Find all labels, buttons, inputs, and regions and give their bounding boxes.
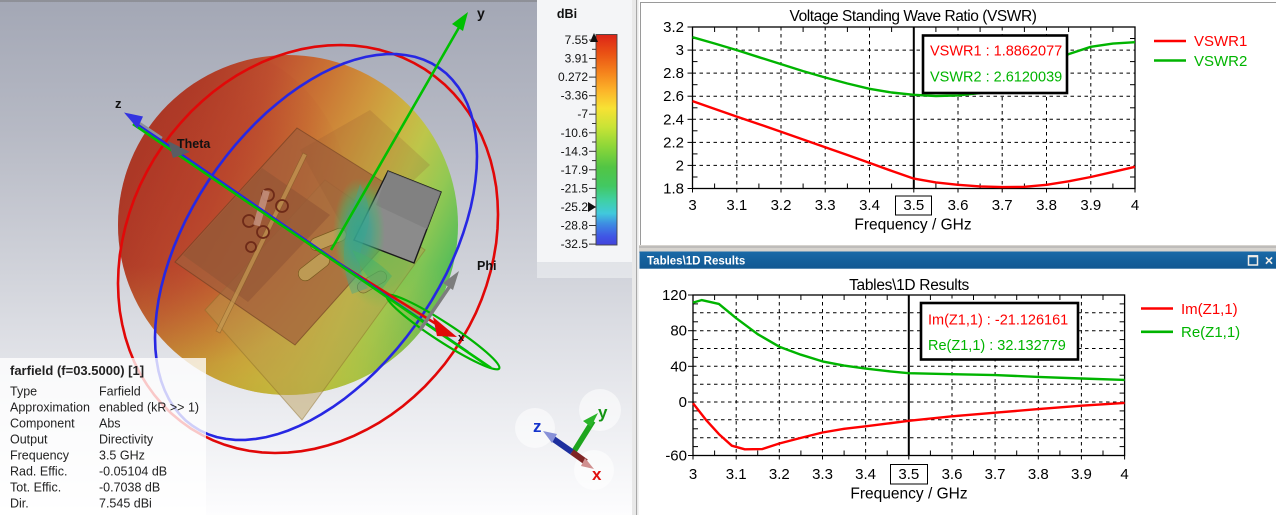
svg-text:3: 3 (689, 466, 697, 483)
svg-text:Tot. Effic.: Tot. Effic. (10, 481, 61, 495)
svg-text:Dir.: Dir. (10, 497, 29, 511)
svg-text:-17.9: -17.9 (561, 163, 589, 177)
svg-text:0: 0 (679, 394, 687, 411)
svg-text:2.8: 2.8 (663, 65, 684, 82)
svg-text:3.7: 3.7 (985, 466, 1006, 483)
svg-text:Rad. Effic.: Rad. Effic. (10, 465, 67, 479)
svg-text:80: 80 (670, 323, 687, 340)
svg-text:-10.6: -10.6 (561, 126, 589, 140)
svg-text:2.6: 2.6 (663, 88, 684, 105)
svg-text:x: x (592, 465, 602, 484)
svg-text:3.8: 3.8 (1028, 466, 1049, 483)
svg-text:3.5: 3.5 (903, 197, 924, 214)
svg-text:1.8: 1.8 (663, 181, 684, 198)
svg-text:Output: Output (10, 433, 48, 447)
svg-text:120: 120 (662, 287, 687, 304)
svg-text:0.272: 0.272 (558, 70, 588, 84)
svg-text:VSWR1: VSWR1 (1194, 33, 1247, 50)
svg-text:VSWR1 : 1.8862077: VSWR1 : 1.8862077 (930, 44, 1062, 60)
svg-text:40: 40 (670, 358, 687, 375)
svg-text:Frequency: Frequency (10, 449, 70, 463)
svg-text:z: z (533, 417, 542, 436)
svg-text:3.6: 3.6 (942, 466, 963, 483)
svg-text:2.4: 2.4 (663, 111, 684, 128)
svg-text:3.1: 3.1 (726, 466, 747, 483)
svg-text:3: 3 (676, 42, 684, 59)
svg-text:enabled (kR >> 1): enabled (kR >> 1) (99, 401, 199, 415)
svg-text:3.5 GHz: 3.5 GHz (99, 449, 145, 463)
svg-text:7.55: 7.55 (565, 33, 589, 47)
svg-text:Abs: Abs (99, 417, 121, 431)
svg-text:Frequency / GHz: Frequency / GHz (850, 486, 967, 503)
svg-text:3.8: 3.8 (1036, 197, 1057, 214)
svg-text:Phi: Phi (477, 259, 496, 273)
svg-text:Re(Z1,1) : 32.132779: Re(Z1,1) : 32.132779 (928, 338, 1066, 354)
svg-text:Approximation: Approximation (10, 401, 90, 415)
svg-text:dBi: dBi (557, 7, 577, 21)
svg-text:-32.5: -32.5 (561, 237, 589, 251)
svg-text:3.3: 3.3 (812, 466, 833, 483)
svg-text:-14.3: -14.3 (561, 144, 589, 158)
svg-text:3.2: 3.2 (663, 19, 684, 36)
svg-text:Type: Type (10, 385, 37, 399)
svg-text:Tables\1D Results: Tables\1D Results (647, 256, 745, 268)
svg-text:farfield (f=03.5000) [1]: farfield (f=03.5000) [1] (10, 363, 144, 378)
svg-text:3.4: 3.4 (855, 466, 876, 483)
svg-text:3.5: 3.5 (898, 466, 919, 483)
svg-text:-21.5: -21.5 (561, 181, 589, 195)
svg-text:7.545 dBi: 7.545 dBi (99, 497, 152, 511)
svg-text:3.4: 3.4 (859, 197, 880, 214)
svg-text:VSWR2 : 2.6120039: VSWR2 : 2.6120039 (930, 70, 1062, 86)
svg-text:VSWR2: VSWR2 (1194, 53, 1247, 70)
svg-text:3.9: 3.9 (1080, 197, 1101, 214)
svg-text:3.6: 3.6 (948, 197, 969, 214)
svg-text:3.7: 3.7 (992, 197, 1013, 214)
svg-text:Im(Z1,1): Im(Z1,1) (1181, 301, 1238, 318)
svg-text:3.1: 3.1 (726, 197, 747, 214)
svg-text:Im(Z1,1) : -21.126161: Im(Z1,1) : -21.126161 (928, 313, 1068, 329)
svg-text:-7: -7 (577, 107, 588, 121)
svg-text:3.9: 3.9 (1071, 466, 1092, 483)
svg-text:y: y (477, 5, 485, 21)
svg-text:z: z (115, 96, 122, 111)
svg-text:-28.8: -28.8 (561, 219, 589, 233)
svg-text:-25.2: -25.2 (561, 200, 589, 214)
svg-text:×: × (1265, 254, 1273, 270)
svg-text:-0.05104 dB: -0.05104 dB (99, 465, 167, 479)
svg-text:4: 4 (1120, 466, 1128, 483)
svg-text:Tables\1D Results: Tables\1D Results (849, 277, 969, 294)
svg-text:-0.7038 dB: -0.7038 dB (99, 481, 160, 495)
svg-text:Theta: Theta (177, 137, 211, 151)
svg-text:3.2: 3.2 (769, 466, 790, 483)
svg-text:3.2: 3.2 (771, 197, 792, 214)
svg-text:2.2: 2.2 (663, 134, 684, 151)
svg-text:3: 3 (688, 197, 696, 214)
svg-text:4: 4 (1131, 197, 1139, 214)
svg-text:Re(Z1,1): Re(Z1,1) (1181, 324, 1240, 341)
svg-text:-60: -60 (665, 448, 687, 465)
svg-text:Directivity: Directivity (99, 433, 154, 447)
svg-text:2: 2 (676, 157, 684, 174)
svg-text:-3.36: -3.36 (561, 89, 589, 103)
svg-text:3.3: 3.3 (815, 197, 836, 214)
svg-text:Frequency / GHz: Frequency / GHz (854, 217, 971, 234)
svg-text:Component: Component (10, 417, 75, 431)
svg-text:Farfield: Farfield (99, 385, 141, 399)
svg-text:y: y (598, 403, 608, 422)
svg-text:Voltage Standing Wave Ratio (V: Voltage Standing Wave Ratio (VSWR) (790, 8, 1037, 25)
svg-text:x: x (458, 332, 465, 344)
svg-text:3.91: 3.91 (565, 52, 589, 66)
